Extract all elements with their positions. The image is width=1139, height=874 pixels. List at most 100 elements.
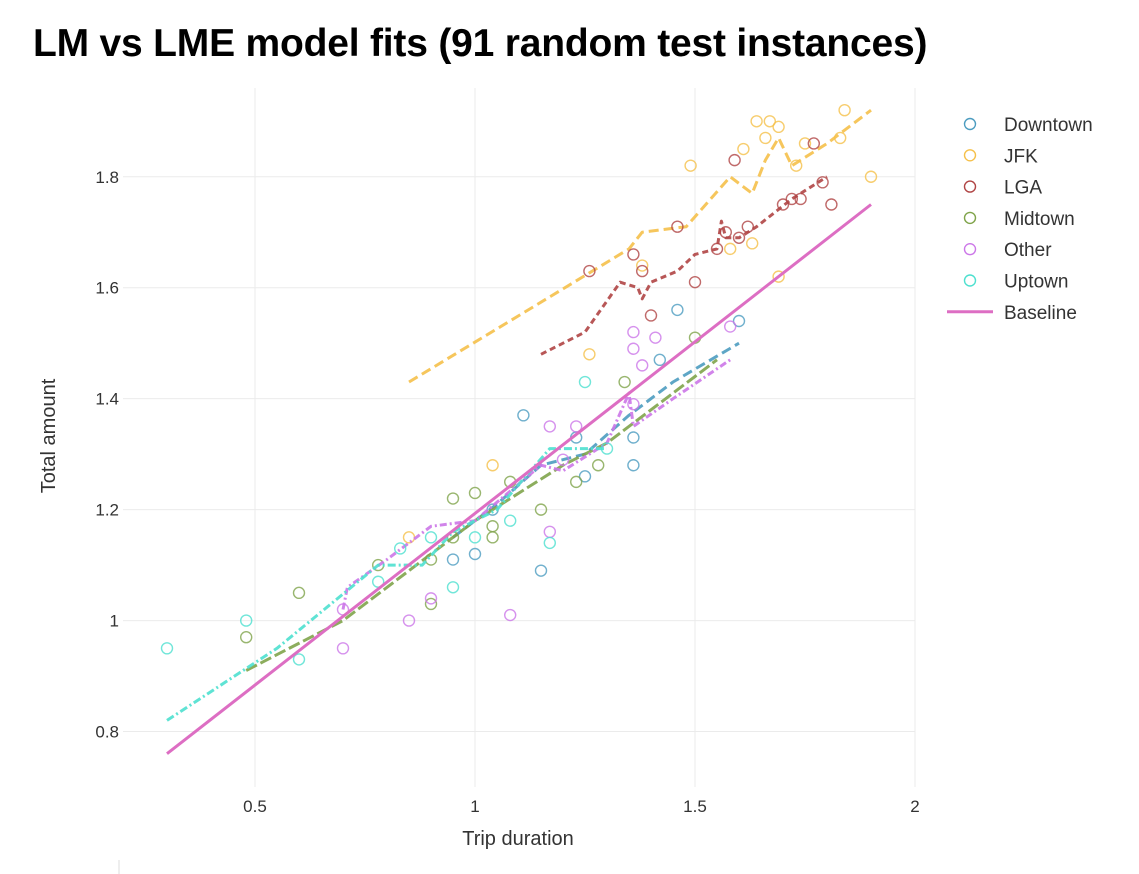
y-tick-label: 1 — [110, 612, 119, 631]
data-point-midtown — [446, 492, 460, 505]
legend-marker-lga — [963, 180, 977, 193]
data-point-lga — [636, 264, 649, 278]
y-tick-labels: 0.8 1 1.2 1.4 1.6 1.8 — [95, 168, 119, 742]
legend-label-baseline: Baseline — [1004, 303, 1077, 324]
data-point-downtown — [627, 459, 640, 472]
data-point-uptown — [504, 514, 517, 527]
legend-item-other: Other — [963, 240, 1052, 261]
data-point-jfk — [759, 131, 772, 145]
data-point-lga — [583, 264, 596, 278]
data-point-jfk — [838, 103, 851, 117]
data-point-jfk — [772, 120, 785, 134]
legend-item-downtown: Downtown — [963, 115, 1093, 136]
data-point-jfk — [772, 270, 785, 283]
data-point-lga — [807, 137, 820, 150]
data-point-other — [336, 642, 350, 655]
x-tick-label: 0.5 — [243, 797, 267, 816]
data-point-midtown — [292, 586, 306, 600]
data-point-other — [543, 420, 556, 433]
series-lga — [540, 137, 838, 356]
data-point-jfk — [737, 142, 750, 156]
data-point-lga — [728, 153, 741, 167]
data-point-other — [724, 320, 737, 333]
legend: Downtown JFK LGA Midtown Other Uptown Baseline — [947, 115, 1093, 324]
legend-label-jfk: JFK — [1004, 146, 1038, 167]
data-point-midtown — [468, 486, 482, 500]
data-point-jfk — [402, 531, 416, 544]
data-point-lga — [644, 309, 658, 322]
fit-line-jfk — [408, 109, 872, 384]
y-axis-label: Total amount — [38, 378, 60, 493]
data-point-lga — [825, 198, 838, 211]
x-tick-label: 1 — [470, 797, 479, 816]
data-point-jfk — [724, 242, 737, 256]
x-tick-labels: 0.5 1 1.5 2 — [243, 797, 920, 816]
data-point-jfk — [864, 170, 878, 183]
data-point-downtown — [517, 409, 530, 422]
legend-label-midtown: Midtown — [1004, 209, 1075, 230]
data-point-other — [504, 608, 517, 622]
data-point-midtown — [592, 459, 605, 472]
x-axis-label: Trip duration — [462, 828, 574, 850]
data-point-midtown — [618, 375, 631, 389]
data-point-other — [649, 331, 662, 344]
series-layer — [160, 103, 878, 755]
legend-item-jfk: JFK — [963, 146, 1038, 167]
legend-label-uptown: Uptown — [1004, 272, 1068, 293]
data-point-uptown — [239, 614, 253, 627]
data-point-uptown — [543, 536, 556, 550]
series-jfk — [402, 103, 878, 544]
fit-line-lga — [540, 175, 828, 356]
legend-item-midtown: Midtown — [963, 209, 1075, 230]
data-point-lga — [776, 198, 790, 211]
data-point-downtown — [732, 314, 746, 328]
data-point-uptown — [424, 531, 438, 544]
legend-label-other: Other — [1004, 240, 1052, 261]
data-point-jfk — [486, 459, 499, 472]
data-point-midtown — [486, 520, 499, 533]
fit-line-midtown — [245, 358, 718, 672]
data-point-other — [424, 592, 438, 605]
y-tick-label: 1.4 — [95, 390, 119, 409]
data-point-other — [627, 398, 640, 411]
data-point-other — [627, 325, 640, 339]
series-uptown — [160, 375, 614, 722]
data-point-downtown — [446, 553, 460, 566]
x-tick-label: 1.5 — [683, 797, 707, 816]
data-point-jfk — [583, 348, 596, 361]
data-point-jfk — [750, 115, 763, 128]
data-point-other — [556, 453, 570, 466]
legend-label-lga: LGA — [1004, 178, 1042, 199]
data-point-other — [627, 342, 640, 355]
data-point-downtown — [578, 470, 592, 483]
legend-item-uptown: Uptown — [963, 272, 1068, 293]
data-point-other — [543, 525, 556, 539]
data-point-lga — [785, 192, 798, 206]
chart-title: LM vs LME model fits (91 random test ins… — [33, 22, 928, 65]
data-point-other — [570, 420, 583, 433]
data-point-lga — [627, 248, 640, 261]
grid-lines — [123, 88, 916, 787]
data-point-uptown — [578, 375, 592, 389]
data-point-uptown — [468, 531, 482, 544]
data-point-midtown — [570, 475, 583, 489]
data-point-jfk — [684, 159, 697, 172]
legend-marker-downtown — [963, 117, 977, 131]
fit-line-other — [341, 358, 732, 610]
series-midtown — [239, 331, 718, 672]
series-other — [336, 320, 737, 655]
data-point-other — [636, 359, 649, 372]
data-point-downtown — [653, 353, 666, 367]
data-point-uptown — [394, 542, 407, 555]
fit-line-baseline — [166, 203, 872, 755]
data-point-midtown — [486, 531, 499, 544]
data-point-midtown — [424, 597, 438, 611]
series-baseline — [166, 203, 872, 755]
data-point-lga — [732, 231, 746, 244]
legend-marker-uptown — [963, 274, 977, 287]
data-point-other — [402, 614, 416, 627]
data-point-lga — [816, 176, 829, 189]
data-point-midtown — [239, 631, 253, 644]
data-point-jfk — [746, 237, 759, 250]
